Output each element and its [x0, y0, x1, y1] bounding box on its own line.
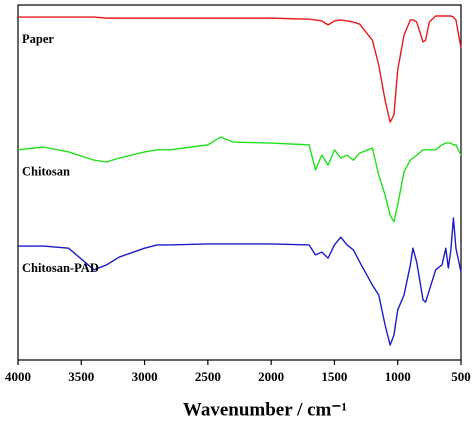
x-tick-label: 2000	[258, 369, 284, 384]
x-tick-label: 2500	[195, 369, 221, 384]
series-label: Chitosan	[22, 165, 70, 179]
x-axis-title: Wavenumber / cm⁻¹	[183, 399, 347, 420]
x-tick-label: 1500	[321, 369, 347, 384]
plot-frame	[17, 4, 462, 361]
x-tick-label: 3000	[132, 369, 158, 384]
spectrum-line	[17, 136, 462, 223]
x-tick-label: 3500	[68, 369, 94, 384]
x-tick-label: 1000	[385, 369, 411, 384]
x-tick-label: 500	[451, 369, 471, 384]
spectrum-line	[18, 15, 462, 123]
series-label: Paper	[22, 32, 54, 46]
x-tick-label: 4000	[5, 369, 31, 384]
spectrum-line	[18, 217, 462, 346]
series-label: Chitosan-PAD	[22, 261, 99, 275]
